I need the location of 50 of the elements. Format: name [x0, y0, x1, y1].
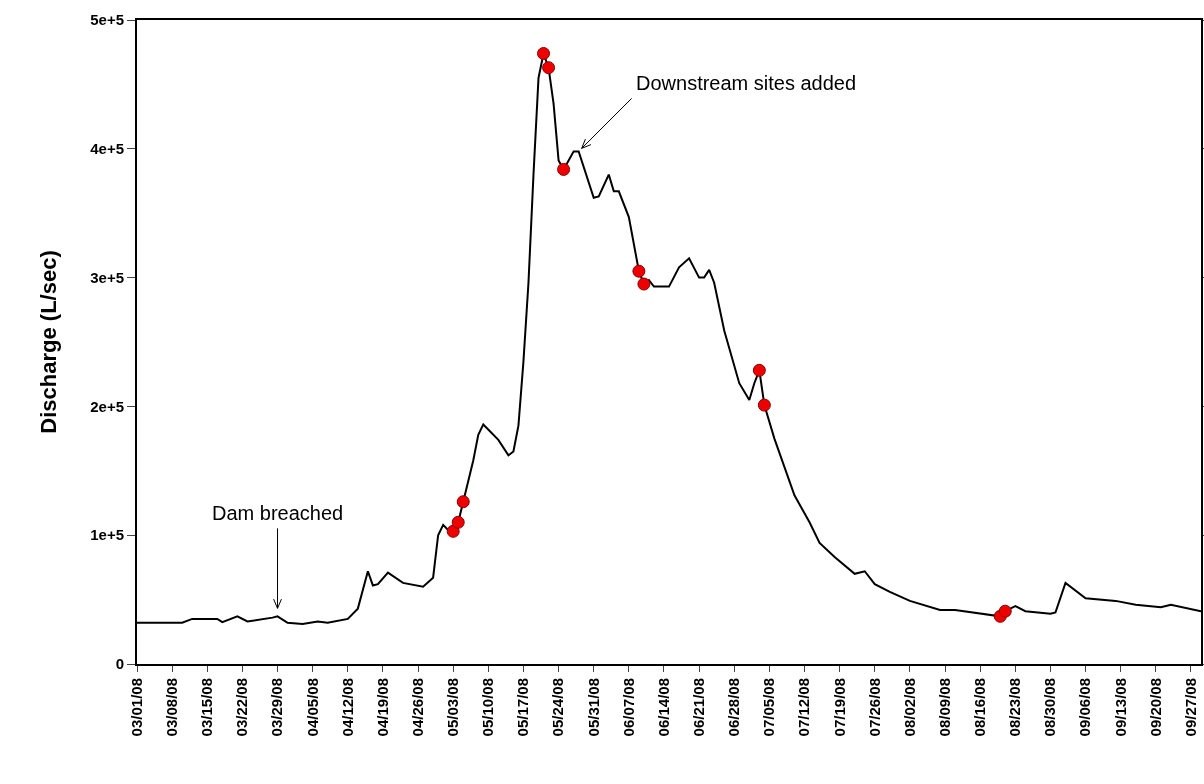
y-tick-label: 4e+5: [90, 140, 124, 158]
x-tick-label: 07/19/08: [830, 678, 848, 737]
annotation: Downstream sites added: [636, 72, 857, 94]
x-tick-label: 03/29/08: [268, 678, 286, 737]
y-tick-label: 5e+5: [90, 11, 124, 29]
x-tick-label: 05/10/08: [479, 678, 497, 737]
x-tick-label: 04/26/08: [408, 678, 426, 737]
x-tick-label: 06/21/08: [689, 678, 707, 737]
y-axis-title: Discharge (L/sec): [35, 250, 61, 434]
x-tick-label: 06/14/08: [654, 678, 672, 737]
y-tick-label: 0: [115, 655, 124, 673]
x-tick-label: 09/27/08: [1181, 678, 1199, 737]
x-tick-label: 07/12/08: [795, 678, 813, 737]
point: [637, 277, 651, 291]
point: [998, 604, 1012, 618]
x-tick-label: 06/28/08: [725, 678, 743, 737]
point: [456, 495, 470, 509]
x-tick-label: 05/03/08: [444, 678, 462, 737]
y-tick-label: 2e+5: [90, 397, 124, 415]
x-tick-label: 03/01/08: [127, 678, 145, 737]
x-tick-label: 07/26/08: [865, 678, 883, 737]
x-tick-label: 05/31/08: [584, 678, 602, 737]
x-tick-label: 03/08/08: [163, 678, 181, 737]
x-tick-label: 03/15/08: [198, 678, 216, 737]
x-tick-label: 08/02/08: [900, 678, 918, 737]
point: [632, 264, 646, 278]
y-tick-label: 3e+5: [90, 268, 124, 286]
point: [542, 61, 556, 75]
y-tick-label: 1e+5: [90, 526, 124, 544]
annotation: Dam breached: [212, 502, 344, 524]
x-tick-label: 05/17/08: [514, 678, 532, 737]
x-tick-label: 09/06/08: [1076, 678, 1094, 737]
point: [757, 398, 771, 412]
x-tick-label: 08/23/08: [1006, 678, 1024, 737]
x-tick-label: 08/30/08: [1041, 678, 1059, 737]
x-tick-label: 09/13/08: [1111, 678, 1129, 737]
x-tick-label: 04/12/08: [338, 678, 356, 737]
x-tick-label: 03/22/08: [233, 678, 251, 737]
point: [752, 363, 766, 377]
x-tick-label: 07/05/08: [760, 678, 778, 737]
point: [451, 515, 465, 529]
x-tick-label: 09/20/08: [1146, 678, 1164, 737]
x-tick-label: 04/19/08: [373, 678, 391, 737]
x-tick-label: 08/09/08: [935, 678, 953, 737]
point: [557, 162, 571, 176]
x-tick-label: 06/07/08: [619, 678, 637, 737]
point: [537, 46, 551, 60]
x-tick-label: 05/24/08: [549, 678, 567, 737]
x-tick-label: 04/05/08: [303, 678, 321, 737]
x-tick-label: 08/16/08: [971, 678, 989, 737]
